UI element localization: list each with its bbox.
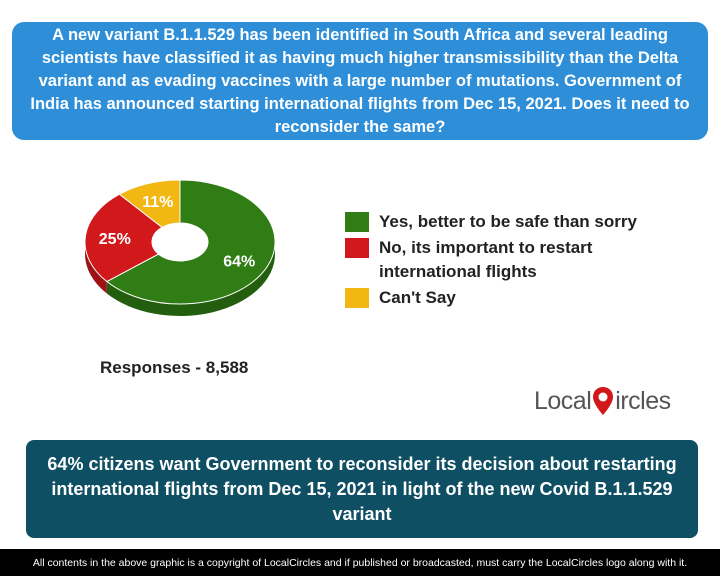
responses-count: Responses - 8,588 xyxy=(100,358,249,377)
summary-banner: 64% citizens want Government to reconsid… xyxy=(26,440,698,538)
logo-text-right: ircles xyxy=(615,386,671,415)
legend-label-cant-say: Can't Say xyxy=(379,288,456,307)
slice-label-1: 25% xyxy=(99,231,131,248)
legend-swatch-yes xyxy=(345,212,369,232)
legend-swatch-cant-say xyxy=(345,288,369,308)
donut-chart: 64% 25% 11% xyxy=(84,179,276,317)
copyright-text: All contents in the above graphic is a c… xyxy=(32,556,688,569)
logo-text-left: Local xyxy=(534,386,592,415)
slice-side-1 xyxy=(85,242,107,294)
slice-side-0 xyxy=(106,242,275,317)
legend-label-no: No, its important to restart internation… xyxy=(379,238,593,281)
legend-item-yes: Yes, better to be safe than sorry xyxy=(345,210,675,234)
legend-swatch-no xyxy=(345,238,369,258)
localcircles-logo: Local ircles xyxy=(534,386,671,416)
question-banner: A new variant B.1.1.529 has been identif… xyxy=(12,22,708,140)
legend-item-cant-say: Can't Say xyxy=(345,286,675,310)
location-pin-icon xyxy=(593,387,614,415)
question-text: A new variant B.1.1.529 has been identif… xyxy=(30,25,690,136)
summary-text: 64% citizens want Government to reconsid… xyxy=(47,453,677,524)
chart-legend: Yes, better to be safe than sorry No, it… xyxy=(345,210,675,312)
donut-hole xyxy=(152,223,208,261)
copyright-footer: All contents in the above graphic is a c… xyxy=(0,549,720,576)
slice-label-2: 11% xyxy=(142,194,173,211)
legend-label-yes: Yes, better to be safe than sorry xyxy=(379,212,637,231)
legend-item-no: No, its important to restart internation… xyxy=(345,236,675,284)
slice-label-0: 64% xyxy=(223,254,255,271)
